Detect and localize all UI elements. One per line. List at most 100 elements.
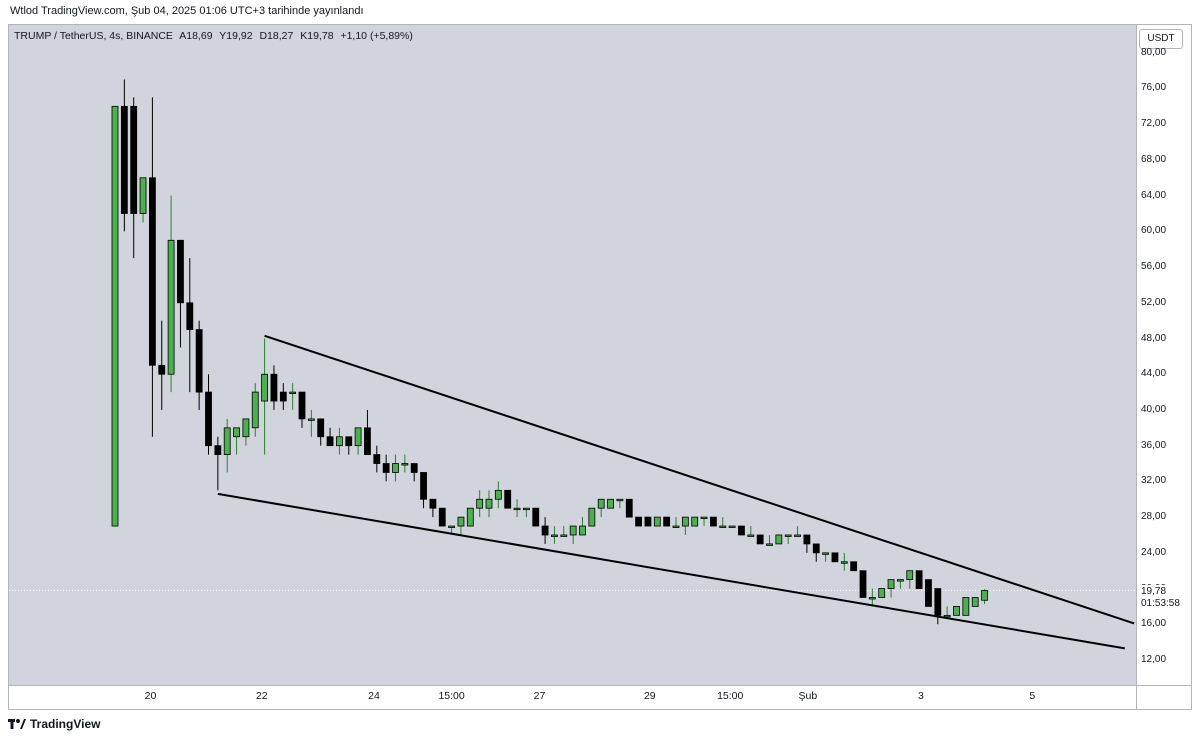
- candle-body: [326, 436, 334, 447]
- candle-body: [644, 516, 652, 527]
- legend-close: K19,78: [300, 30, 334, 42]
- candle-body: [223, 427, 231, 456]
- candle-body: [943, 614, 951, 618]
- candle-body: [691, 516, 699, 527]
- chart-frame: [8, 24, 1192, 710]
- candle-body: [588, 507, 596, 527]
- candle-body: [420, 472, 427, 500]
- candle-body: [784, 534, 792, 537]
- last-price-label: 19,78 01:53:58: [1137, 585, 1191, 611]
- y-tick-label: 76,00: [1141, 82, 1167, 94]
- candle-body: [597, 498, 605, 509]
- candle-body: [850, 561, 858, 572]
- x-tick-label: 15:00: [717, 690, 744, 702]
- y-tick-label: 48,00: [1141, 332, 1167, 344]
- y-tick-label: 44,00: [1141, 368, 1167, 380]
- candle-body: [494, 489, 502, 500]
- candle-body: [466, 507, 474, 527]
- candle-body: [794, 534, 801, 537]
- candle-body: [364, 427, 371, 456]
- candle-body: [934, 588, 942, 616]
- trendline-upper: [264, 334, 1135, 625]
- candle-body: [335, 436, 343, 447]
- candle-body: [307, 418, 315, 421]
- tradingview-logo[interactable]: TradingView: [8, 717, 100, 731]
- candle-body: [261, 373, 269, 402]
- candle-body: [728, 525, 736, 528]
- candle-body: [541, 525, 549, 536]
- candle-body: [410, 463, 418, 473]
- candle-body: [457, 516, 465, 527]
- candle-body: [653, 516, 661, 527]
- y-tick-label: 32,00: [1141, 475, 1167, 487]
- time-divider: [9, 685, 1192, 686]
- candle-body: [214, 445, 222, 456]
- candle-body: [401, 463, 409, 466]
- candle-body: [438, 507, 446, 527]
- y-tick-label: 12,00: [1141, 654, 1167, 665]
- candle-body: [485, 498, 493, 509]
- candle-body: [831, 552, 839, 563]
- candle-body: [317, 418, 325, 438]
- price-axis[interactable]: [1136, 25, 1191, 685]
- x-tick-label: 27: [533, 690, 546, 702]
- candle-body: [710, 516, 717, 527]
- candle-body: [111, 105, 119, 527]
- candle-body: [345, 436, 353, 447]
- candle-body: [158, 364, 166, 375]
- time-axis[interactable]: [9, 685, 1136, 709]
- trendline-lower: [217, 492, 1125, 650]
- candle-body: [448, 525, 456, 528]
- y-tick-label: 80,00: [1141, 46, 1167, 58]
- candle-body: [616, 498, 624, 502]
- candle-body: [195, 329, 203, 393]
- candle-body: [579, 525, 586, 536]
- y-tick-label: 52,00: [1141, 296, 1167, 308]
- y-tick-label: 40,00: [1141, 403, 1167, 415]
- candle-body: [663, 516, 671, 527]
- candle-body: [504, 489, 512, 509]
- candle-body: [120, 105, 128, 214]
- candle-body: [270, 373, 278, 402]
- y-tick-label: 60,00: [1141, 225, 1167, 237]
- y-tick-label: 16,00: [1141, 618, 1167, 630]
- candle-body: [897, 579, 904, 582]
- candle-body: [962, 597, 970, 616]
- candle-body: [130, 105, 138, 214]
- candle-body: [672, 525, 680, 528]
- candle-body: [139, 177, 147, 214]
- legend-high: Y19,92: [219, 30, 253, 42]
- candle-body: [205, 391, 212, 447]
- candle-body: [925, 579, 932, 607]
- candle-body: [523, 507, 530, 511]
- candle-body: [354, 427, 362, 447]
- y-tick-label: 72,00: [1141, 118, 1167, 130]
- candle-body: [775, 534, 783, 545]
- candle-body: [981, 590, 988, 601]
- legend-change: +1,10 (+5,89%): [340, 30, 413, 42]
- candle-body: [233, 427, 240, 438]
- currency-button[interactable]: USDT: [1139, 29, 1183, 49]
- candle-body: [532, 507, 540, 527]
- candle-body: [803, 534, 811, 545]
- candle-body: [840, 561, 848, 564]
- candle-body: [476, 498, 484, 509]
- symbol-legend[interactable]: TRUMP / TetherUS, 4s, BINANCE A18,69 Y19…: [14, 30, 417, 42]
- candle-body: [148, 177, 156, 366]
- candle-body: [513, 507, 521, 511]
- candle-body: [681, 516, 689, 527]
- y-tick-label: 56,00: [1141, 261, 1167, 273]
- x-tick-label: 20: [144, 690, 157, 702]
- candle-body: [607, 498, 614, 509]
- legend-open: A18,69: [179, 30, 213, 42]
- candle-body: [551, 534, 558, 537]
- bar-countdown: 01:53:58: [1141, 598, 1180, 609]
- x-tick-label: 3: [918, 690, 924, 702]
- x-tick-label: Şub: [798, 690, 818, 702]
- candle-body: [719, 525, 727, 528]
- axis-divider: [1136, 25, 1137, 709]
- candle-body: [186, 302, 194, 330]
- candle-body: [382, 463, 390, 473]
- candle-body: [429, 498, 437, 509]
